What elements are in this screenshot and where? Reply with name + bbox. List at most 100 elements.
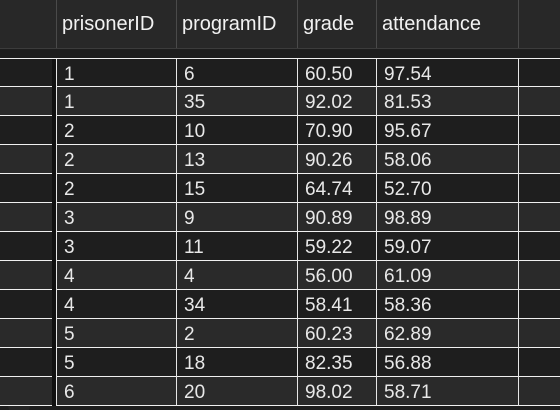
cell-prisonerid[interactable]: 6	[64, 382, 75, 403]
cell-programid[interactable]: 34	[184, 295, 206, 316]
table-row[interactable]: 3 11 59.22 59.07	[0, 232, 560, 261]
table-row[interactable]: 6 20 98.02 58.71	[0, 377, 560, 406]
table-row[interactable]: 4 4 56.00 61.09	[0, 261, 560, 290]
column-divider	[297, 290, 298, 319]
column-divider	[176, 290, 177, 319]
column-divider	[176, 116, 177, 145]
row-header[interactable]	[52, 145, 56, 174]
cell-prisonerid[interactable]: 2	[64, 179, 75, 200]
column-divider	[56, 232, 57, 261]
cell-programid[interactable]: 6	[184, 64, 195, 85]
column-divider	[518, 116, 519, 145]
cell-prisonerid[interactable]: 2	[64, 121, 75, 142]
column-header-programid[interactable]: programID	[182, 13, 277, 35]
table-row[interactable]: 1 6 60.50 97.54	[0, 58, 560, 88]
column-divider	[518, 145, 519, 174]
cell-attendance[interactable]: 58.06	[384, 150, 432, 171]
cell-grade[interactable]: 98.02	[305, 382, 353, 403]
column-divider	[176, 0, 177, 48]
cell-prisonerid[interactable]: 3	[64, 208, 75, 229]
cell-attendance[interactable]: 61.09	[384, 266, 432, 287]
cell-programid[interactable]: 11	[184, 237, 204, 258]
table-row[interactable]: 2 15 64.74 52.70	[0, 174, 560, 203]
row-header[interactable]	[52, 319, 56, 348]
table-row[interactable]: 3 9 90.89 98.89	[0, 203, 560, 232]
cell-attendance[interactable]: 56.88	[384, 353, 432, 374]
cell-grade[interactable]: 59.22	[305, 237, 353, 258]
column-header-prisonerid[interactable]: prisonerID	[62, 13, 155, 35]
column-divider	[176, 203, 177, 232]
cell-programid[interactable]: 4	[184, 266, 195, 287]
column-divider	[56, 348, 57, 377]
column-divider	[176, 59, 177, 88]
cell-programid[interactable]: 9	[184, 208, 195, 229]
row-header[interactable]	[52, 377, 56, 406]
cell-attendance[interactable]: 62.89	[384, 324, 432, 345]
cell-prisonerid[interactable]: 5	[64, 324, 75, 345]
cell-programid[interactable]: 18	[184, 353, 206, 374]
column-divider	[297, 348, 298, 377]
cell-attendance[interactable]: 52.70	[384, 179, 432, 200]
row-header[interactable]	[52, 348, 56, 377]
row-header[interactable]	[52, 290, 56, 319]
cell-attendance[interactable]: 95.67	[384, 121, 432, 142]
column-header-grade[interactable]: grade	[303, 13, 355, 35]
column-divider	[376, 319, 377, 348]
table-row[interactable]: 5 18 82.35 56.88	[0, 348, 560, 377]
column-divider	[376, 174, 377, 203]
table-row[interactable]: 4 34 58.41 58.36	[0, 290, 560, 319]
cell-prisonerid[interactable]: 2	[64, 150, 75, 171]
cell-attendance[interactable]: 58.36	[384, 295, 432, 316]
column-divider	[518, 319, 519, 348]
column-divider	[297, 59, 298, 88]
cell-grade[interactable]: 60.23	[305, 324, 353, 345]
column-divider	[376, 348, 377, 377]
cell-attendance[interactable]: 58.71	[384, 382, 432, 403]
cell-grade[interactable]: 90.26	[305, 150, 353, 171]
row-header[interactable]	[52, 87, 56, 116]
table-row[interactable]: 2 13 90.26 58.06	[0, 145, 560, 174]
column-header-attendance[interactable]: attendance	[382, 13, 481, 35]
column-divider	[176, 348, 177, 377]
table-row[interactable]: 2 10 70.90 95.67	[0, 116, 560, 145]
column-divider	[176, 145, 177, 174]
cell-programid[interactable]: 15	[184, 179, 206, 200]
cell-prisonerid[interactable]: 4	[64, 266, 75, 287]
cell-prisonerid[interactable]: 5	[64, 353, 75, 374]
row-header[interactable]	[52, 174, 56, 203]
row-header[interactable]	[52, 232, 56, 261]
row-header[interactable]	[52, 203, 56, 232]
cell-grade[interactable]: 64.74	[305, 179, 353, 200]
column-divider	[376, 203, 377, 232]
cell-grade[interactable]: 90.89	[305, 208, 353, 229]
row-header[interactable]	[52, 116, 56, 145]
cell-attendance[interactable]: 98.89	[384, 208, 432, 229]
cell-grade[interactable]: 56.00	[305, 266, 353, 287]
cell-grade[interactable]: 60.50	[305, 64, 353, 85]
column-divider	[518, 377, 519, 406]
cell-grade[interactable]: 82.35	[305, 353, 353, 374]
column-divider	[297, 0, 298, 48]
column-divider	[376, 377, 377, 406]
row-header[interactable]	[52, 59, 56, 88]
row-header[interactable]	[52, 261, 56, 290]
cell-grade[interactable]: 92.02	[305, 92, 353, 113]
table-row[interactable]: 1 35 92.02 81.53	[0, 87, 560, 116]
cell-programid[interactable]: 35	[184, 92, 206, 113]
cell-prisonerid[interactable]: 1	[64, 92, 75, 113]
cell-prisonerid[interactable]: 3	[64, 237, 75, 258]
cell-prisonerid[interactable]: 4	[64, 295, 75, 316]
cell-prisonerid[interactable]: 1	[64, 64, 75, 85]
table-row[interactable]: 5 2 60.23 62.89	[0, 319, 560, 348]
cell-attendance[interactable]: 97.54	[384, 64, 432, 85]
cell-grade[interactable]: 58.41	[305, 295, 353, 316]
cell-programid[interactable]: 10	[184, 121, 206, 142]
cell-attendance[interactable]: 81.53	[384, 92, 432, 113]
cell-attendance[interactable]: 59.07	[384, 237, 432, 258]
cell-programid[interactable]: 13	[184, 150, 206, 171]
cell-programid[interactable]: 20	[184, 382, 206, 403]
cell-programid[interactable]: 2	[184, 324, 195, 345]
cell-grade[interactable]: 70.90	[305, 121, 353, 142]
column-divider	[176, 87, 177, 116]
column-divider	[376, 59, 377, 88]
